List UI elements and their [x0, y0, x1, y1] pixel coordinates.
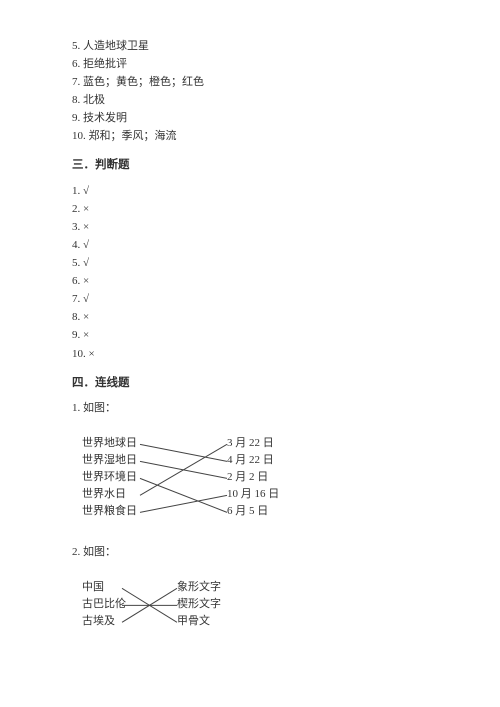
- matching-left-label: 古埃及: [82, 613, 115, 630]
- answer-line: 10. 郑和；季风；海流: [72, 128, 440, 145]
- match1-intro: 1. 如图：: [72, 400, 440, 417]
- answer-line: 5. 人造地球卫星: [72, 38, 440, 55]
- answer-line: 8. 北极: [72, 92, 440, 109]
- judgment-line: 8. ×: [72, 309, 440, 326]
- matching-right-label: 象形文字: [177, 579, 221, 596]
- matching-diagram-1: 世界地球日世界湿地日世界环境日世界水日世界粮食日 3 月 22 日4 月 22 日…: [82, 435, 322, 520]
- judgment-line: 4. √: [72, 237, 440, 254]
- matching-right-label: 2 月 2 日: [227, 469, 268, 486]
- matching-right-label: 6 月 5 日: [227, 503, 268, 520]
- matching-diagram-2: 中国古巴比伦古埃及 象形文字楔形文字甲骨文: [82, 579, 282, 630]
- judgment-line: 5. √: [72, 255, 440, 272]
- judgment-line: 1. √: [72, 183, 440, 200]
- judgment-line: 9. ×: [72, 327, 440, 344]
- match2-intro: 2. 如图：: [72, 544, 440, 561]
- matching-left-label: 世界粮食日: [82, 503, 137, 520]
- matching-left-label: 古巴比伦: [82, 596, 126, 613]
- matching-right-label: 10 月 16 日: [227, 486, 279, 503]
- section-4-title: 四．连线题: [72, 375, 440, 393]
- matching-right-label: 甲骨文: [177, 613, 210, 630]
- matching-right-label: 3 月 22 日: [227, 435, 274, 452]
- matching-right-label: 4 月 22 日: [227, 452, 274, 469]
- judgment-line: 10. ×: [72, 346, 440, 363]
- judgment-line: 3. ×: [72, 219, 440, 236]
- matching-right-label: 楔形文字: [177, 596, 221, 613]
- section-3-title: 三．判断题: [72, 157, 440, 175]
- answer-line: 9. 技术发明: [72, 110, 440, 127]
- judgment-line: 7. √: [72, 291, 440, 308]
- matching-left-label: 世界地球日: [82, 435, 137, 452]
- matching-left-label: 世界水日: [82, 486, 126, 503]
- judgment-line: 6. ×: [72, 273, 440, 290]
- matching-left-label: 中国: [82, 579, 104, 596]
- judgment-line: 2. ×: [72, 201, 440, 218]
- matching-left-label: 世界湿地日: [82, 452, 137, 469]
- answer-line: 7. 蓝色；黄色；橙色；红色: [72, 74, 440, 91]
- answer-line: 6. 拒绝批评: [72, 56, 440, 73]
- matching-left-label: 世界环境日: [82, 469, 137, 486]
